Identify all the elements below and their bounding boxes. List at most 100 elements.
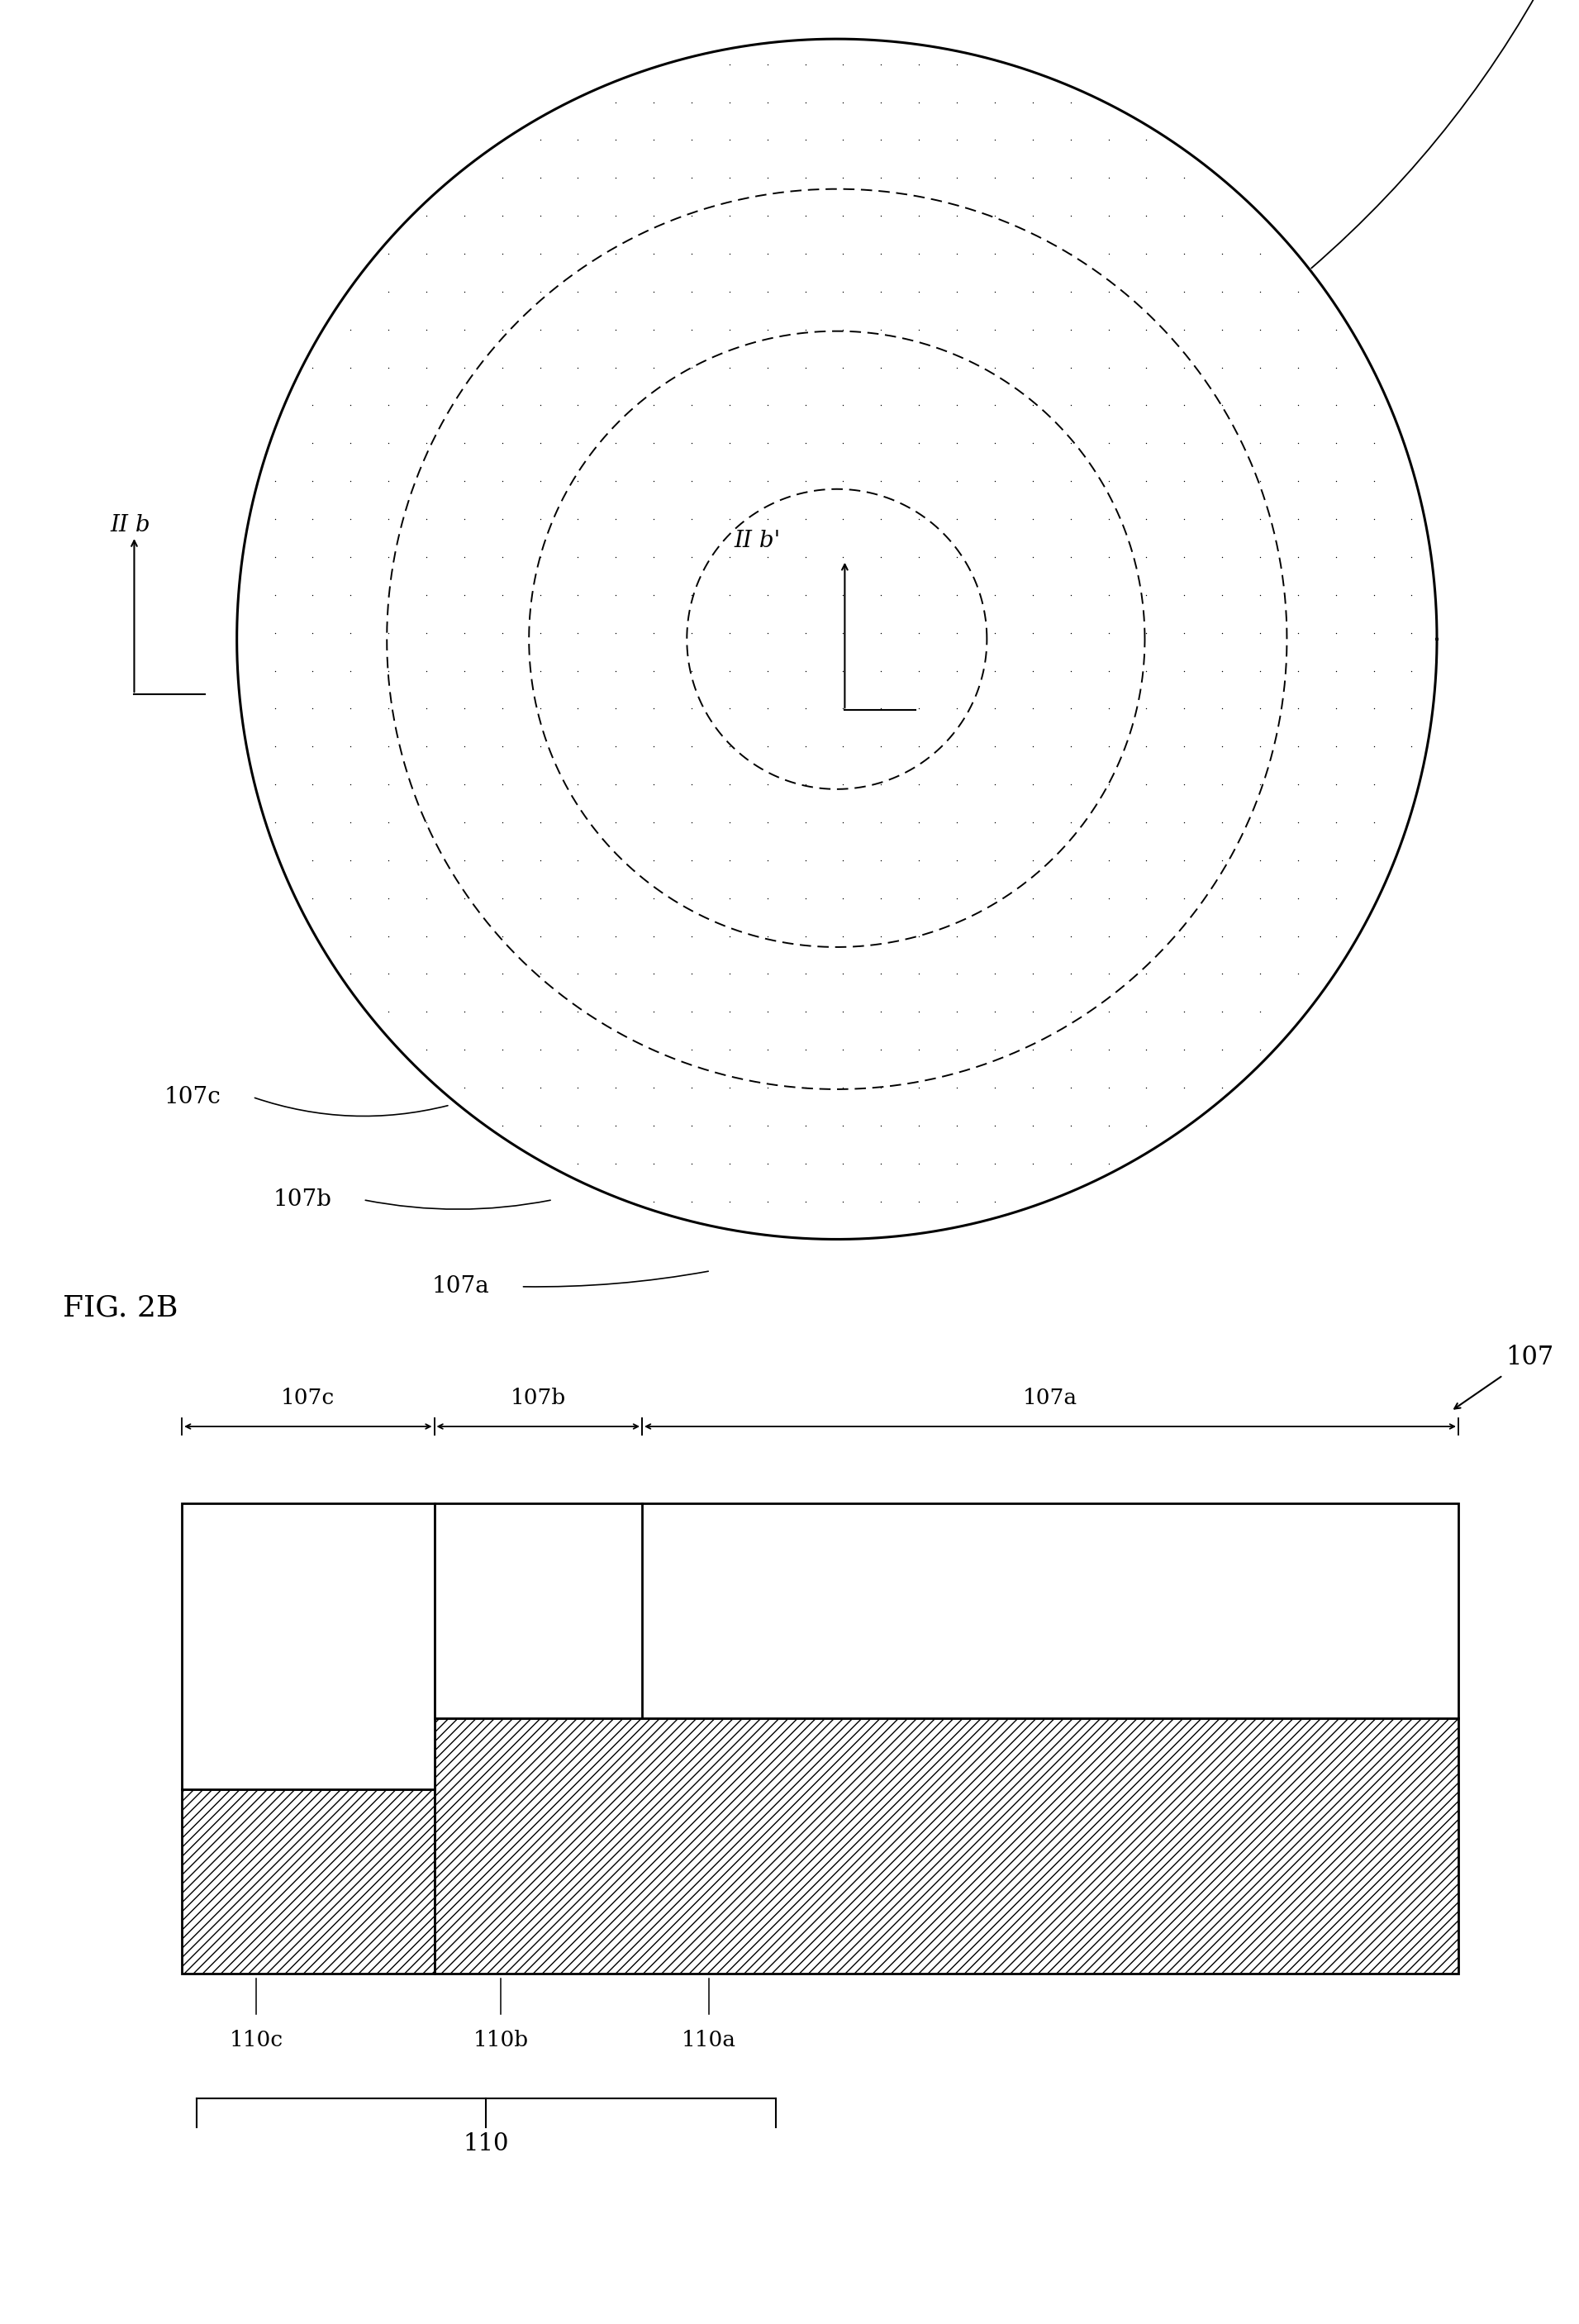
Point [1323, 767, 1348, 804]
Point [1285, 653, 1311, 690]
Point [489, 235, 515, 272]
Point [1247, 992, 1273, 1030]
Point [1247, 804, 1273, 841]
Point [1096, 349, 1121, 386]
Point [1172, 386, 1197, 423]
Point [414, 918, 439, 955]
Point [717, 1106, 742, 1143]
Point [1020, 386, 1045, 423]
Point [1058, 1146, 1083, 1183]
Point [755, 727, 780, 765]
Point [1134, 500, 1159, 537]
Point [793, 272, 818, 309]
Point [603, 272, 628, 309]
Point [679, 767, 704, 804]
Point [793, 955, 818, 992]
Point [1134, 614, 1159, 651]
Point [793, 160, 818, 198]
Point [906, 727, 932, 765]
Point [906, 198, 932, 235]
Point [831, 160, 856, 198]
Point [452, 386, 477, 423]
Point [527, 121, 553, 158]
Point [1134, 1032, 1159, 1069]
Point [717, 653, 742, 690]
Point [452, 1032, 477, 1069]
Point [755, 121, 780, 158]
Point [1134, 878, 1159, 916]
Point [793, 653, 818, 690]
Point [1134, 690, 1159, 727]
Point [793, 386, 818, 423]
Point [1058, 349, 1083, 386]
Point [868, 1106, 894, 1143]
Point [1020, 1032, 1045, 1069]
Point [1172, 804, 1197, 841]
Point [1134, 918, 1159, 955]
Point [944, 1146, 970, 1183]
Bar [434, 1504, 1459, 1717]
Point [944, 1069, 970, 1106]
Point [1020, 1069, 1045, 1106]
Point [717, 767, 742, 804]
Point [1361, 727, 1386, 765]
Point [1020, 614, 1045, 651]
Point [831, 311, 856, 349]
Point [755, 841, 780, 878]
Point [1285, 804, 1311, 841]
Point [831, 767, 856, 804]
Point [793, 1106, 818, 1143]
Point [944, 955, 970, 992]
Point [1020, 349, 1045, 386]
Point [1172, 955, 1197, 992]
Point [1096, 500, 1121, 537]
Point [565, 918, 591, 955]
Bar [182, 1789, 434, 1973]
Point [1096, 727, 1121, 765]
Point [793, 425, 818, 462]
Point [414, 653, 439, 690]
Point [603, 500, 628, 537]
Point [1134, 992, 1159, 1030]
Point [793, 349, 818, 386]
Point [717, 121, 742, 158]
Point [1172, 539, 1197, 576]
Point [906, 1146, 932, 1183]
Point [906, 46, 932, 84]
Point [1361, 425, 1386, 462]
Point [944, 690, 970, 727]
Point [300, 386, 325, 423]
Point [906, 1032, 932, 1069]
Point [376, 841, 401, 878]
Point [1247, 690, 1273, 727]
Point [1361, 576, 1386, 614]
Point [527, 425, 553, 462]
Point [1096, 767, 1121, 804]
Point [414, 727, 439, 765]
Point [338, 690, 363, 727]
Point [1210, 955, 1235, 992]
Point [414, 311, 439, 349]
Point [679, 1032, 704, 1069]
Point [1210, 690, 1235, 727]
Point [1172, 1069, 1197, 1106]
Point [565, 235, 591, 272]
Point [717, 727, 742, 765]
Point [1134, 386, 1159, 423]
Point [452, 500, 477, 537]
Point [527, 386, 553, 423]
Point [452, 804, 477, 841]
Point [982, 1069, 1007, 1106]
Point [1134, 576, 1159, 614]
Point [1210, 198, 1235, 235]
Point [262, 576, 287, 614]
Point [868, 160, 894, 198]
Point [489, 462, 515, 500]
Point [1096, 1106, 1121, 1143]
Point [414, 804, 439, 841]
Point [1020, 841, 1045, 878]
Point [944, 767, 970, 804]
Point [1096, 841, 1121, 878]
Point [565, 614, 591, 651]
Point [262, 462, 287, 500]
